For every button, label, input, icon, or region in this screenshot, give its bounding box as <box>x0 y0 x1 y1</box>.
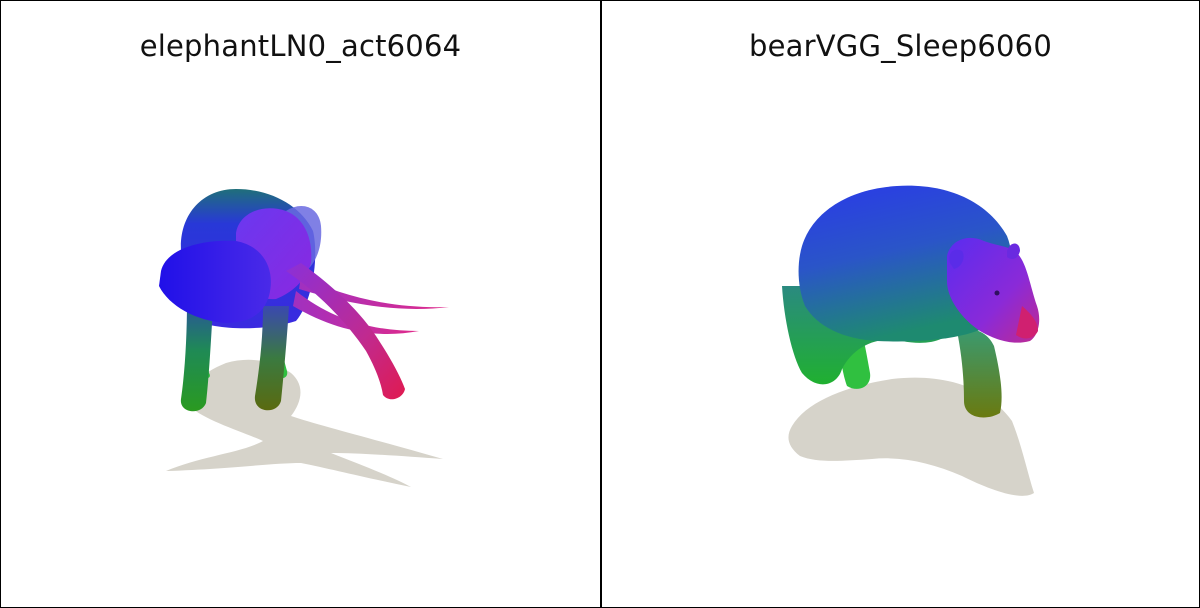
left-panel: elephantLN0_act6064 <box>1 1 600 607</box>
left-panel-title: elephantLN0_act6064 <box>139 29 462 63</box>
elephant-ear <box>159 240 271 323</box>
right-panel-title: bearVGG_Sleep6060 <box>749 29 1052 63</box>
elephant-shadow <box>166 359 443 487</box>
bear-leg <box>957 329 1002 418</box>
elephant-trunk <box>286 263 405 400</box>
right-panel: bearVGG_Sleep6060 <box>600 1 1199 607</box>
bear-render <box>782 185 1040 496</box>
bear-head <box>947 237 1040 343</box>
elephant-render <box>159 189 449 487</box>
